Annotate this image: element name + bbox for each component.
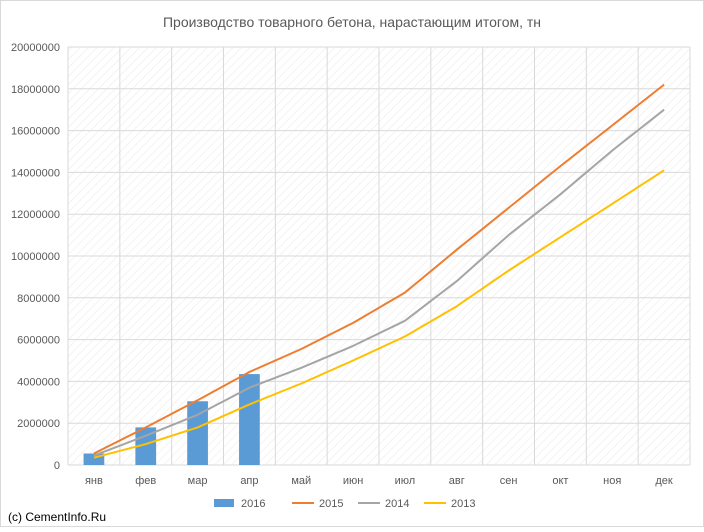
y-tick-label: 6000000 (17, 335, 60, 347)
chart-title: Производство товарного бетона, нарастающ… (163, 14, 541, 30)
y-tick-label: 10000000 (11, 251, 60, 263)
x-tick-label: ноя (603, 475, 621, 487)
legend-swatch-2016 (214, 499, 234, 507)
x-tick-label: авг (449, 475, 465, 487)
y-tick-label: 14000000 (11, 167, 60, 179)
legend-label-2013: 2013 (451, 498, 475, 510)
x-tick-label: июл (395, 475, 416, 487)
x-tick-label: фев (135, 475, 156, 487)
bar-2016-янв (83, 453, 105, 465)
legend-label-2014: 2014 (385, 498, 409, 510)
copyright-text: (c) CementInfo.Ru (8, 510, 106, 524)
x-tick-label: мар (188, 475, 208, 487)
legend-label-2016: 2016 (241, 498, 265, 510)
x-tick-label: сен (500, 475, 518, 487)
y-tick-label: 4000000 (17, 376, 60, 388)
series-line-2014 (93, 108, 665, 457)
y-tick-label: 8000000 (17, 293, 60, 305)
bar-2016-апр (239, 374, 260, 465)
y-tick-label: 2000000 (17, 418, 60, 430)
x-tick-label: дек (655, 475, 673, 487)
x-tick-label: июн (343, 475, 363, 487)
x-tick-label: окт (552, 475, 568, 487)
y-tick-label: 18000000 (11, 84, 60, 96)
legend-label-2015: 2015 (319, 498, 343, 510)
series-line-2013 (93, 169, 665, 459)
series-line-2015 (93, 83, 665, 455)
y-tick-label: 0 (54, 460, 60, 472)
x-tick-label: май (291, 475, 311, 487)
plot-area: 0 2000000 4000000 6000000 8000000 10000000 120… (11, 42, 691, 487)
x-tick-label: янв (85, 475, 103, 487)
x-tick-label: апр (240, 475, 258, 487)
y-tick-label: 16000000 (11, 126, 60, 138)
y-tick-label: 12000000 (11, 209, 60, 221)
y-tick-label: 20000000 (11, 42, 60, 54)
legend: 2016 2015 2014 2013 (214, 498, 475, 510)
